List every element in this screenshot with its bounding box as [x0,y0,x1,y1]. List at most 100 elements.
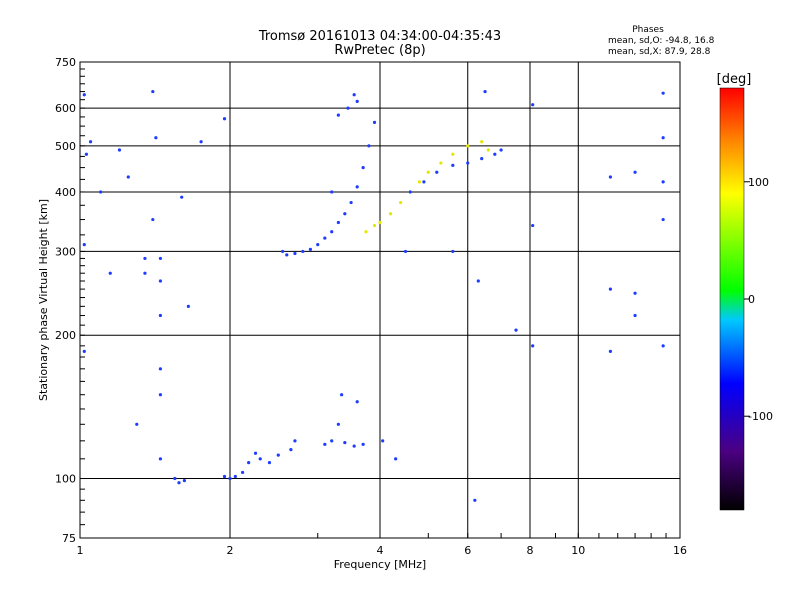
data-point [293,439,297,443]
y-tick-label: 200 [55,329,76,342]
data-point [531,344,535,348]
data-point [293,251,297,256]
data-point [182,479,186,483]
data-point [82,93,86,97]
data-point [486,148,490,152]
grid [80,62,680,538]
data-point [352,93,356,97]
data-point [267,461,272,465]
data-points [82,89,665,502]
chart-title: Tromsø 20161013 04:34:00-04:35:43 [258,29,501,44]
data-point [241,470,245,475]
plot-frame [79,61,681,539]
data-point [451,152,455,156]
data-point [661,217,665,222]
data-point [143,256,147,261]
y-tick-label: 500 [55,140,76,153]
data-point [336,220,340,225]
data-point [394,457,398,461]
data-point [154,136,158,140]
data-point [355,400,359,404]
data-point [352,444,356,448]
stats-x-line: mean, sd,X: 87.9, 28.8 [608,47,711,57]
data-point [343,440,347,445]
x-tick-label: 8 [527,544,534,557]
data-point [480,157,484,161]
x-tick-label: 6 [464,544,471,557]
data-point [289,448,293,452]
colorbar-label: [deg] [717,72,752,87]
data-point [439,161,443,165]
data-point [435,170,439,174]
data-point [276,453,280,457]
data-point [151,217,155,222]
data-point [378,220,382,225]
data-point [531,103,535,107]
data-point [399,200,403,205]
data-point [381,439,385,443]
data-point [514,328,518,332]
data-point [372,120,377,124]
data-point [222,117,227,121]
data-point [158,279,163,283]
x-tick-label: 16 [673,544,687,557]
data-point [151,89,155,94]
data-point [355,99,359,103]
data-point [108,271,112,275]
data-point [608,175,613,179]
data-point [451,249,455,254]
data-point [608,287,613,291]
x-tick-label: 10 [571,544,585,557]
data-point [408,190,412,194]
data-point [158,457,163,461]
data-point [135,422,139,426]
x-tick-label: 4 [377,544,384,557]
data-point [661,344,665,348]
data-point [222,474,227,479]
data-point [99,190,103,194]
data-point [82,243,86,247]
data-point [343,212,347,216]
data-point [316,243,320,247]
y-tick-label: 75 [62,532,76,545]
data-point [330,439,334,443]
data-point [483,89,487,94]
data-point [473,498,477,502]
x-tick-label: 1 [77,544,84,557]
data-point [126,175,130,179]
data-point [285,253,289,257]
colorbar-tick-label: 100 [748,176,769,189]
y-tick-label: 600 [55,102,76,115]
data-point [608,349,613,353]
data-point [180,195,184,199]
x-axis-ticks: 1 2 4 6 8 10 16 [77,533,687,557]
data-point [323,442,327,446]
data-point [361,442,365,446]
data-point [280,249,285,254]
data-point [247,461,251,465]
y-axis-ticks: 75 100 200 300 400 500 600 750 [55,56,85,545]
data-point [117,148,122,152]
data-point [330,230,334,234]
data-point [388,212,393,216]
data-point [466,161,470,165]
data-point [173,476,177,481]
data-point [199,140,203,144]
data-point [301,249,305,254]
data-point [253,451,258,455]
data-point [233,474,237,479]
colorbar-tick-label: 0 [748,293,755,306]
data-point [177,481,181,485]
x-tick-label: 2 [227,544,234,557]
data-point [476,279,480,283]
data-point [336,422,340,426]
y-axis-label: Stationary phase Virtual Height [km] [37,199,50,401]
data-point [340,393,344,397]
data-point [186,304,190,308]
data-point [143,271,147,275]
data-point [451,163,455,167]
data-point [661,136,665,140]
data-point [258,457,262,461]
data-point [82,349,86,353]
data-point [531,223,535,228]
